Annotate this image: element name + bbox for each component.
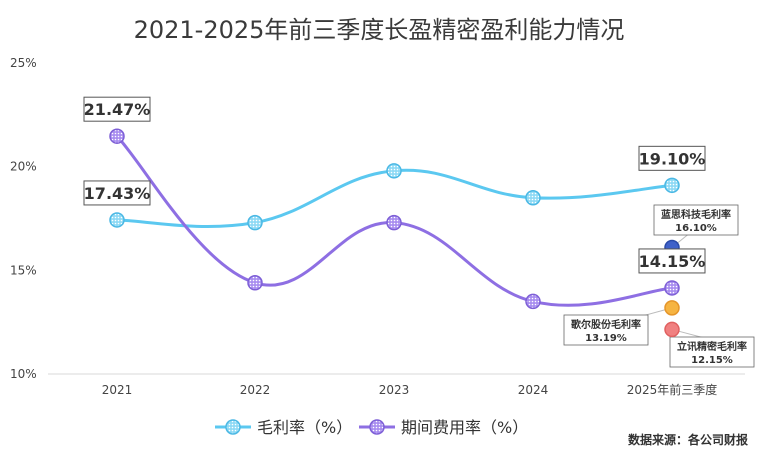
data-label: 21.47%: [84, 100, 151, 119]
data-point: [664, 280, 680, 296]
data-label-box: [83, 180, 151, 206]
y-tick-label: 10%: [10, 367, 37, 381]
peer-label-box: [653, 204, 739, 236]
legend-marker: [369, 419, 385, 435]
x-tick-label: 2025年前三季度: [627, 382, 718, 397]
data-point: [109, 128, 125, 144]
data-point: [386, 214, 402, 231]
x-tick-label: 2021: [102, 383, 133, 397]
data-label-box: [638, 248, 706, 274]
data-label-box: [638, 145, 706, 171]
data-point: [525, 293, 541, 310]
data-point: [109, 212, 125, 228]
x-tick-label: 2022: [240, 383, 271, 397]
data-point: [247, 214, 263, 231]
y-tick-label: 20%: [10, 160, 37, 174]
data-label: 17.43%: [84, 184, 151, 203]
data-label: 14.15%: [639, 252, 706, 271]
y-tick-label: 25%: [10, 56, 37, 70]
peer-label-name: 蓝思科技毛利率: [661, 208, 731, 221]
data-point: [664, 177, 680, 194]
data-labels: 17.43% 19.10% 21.47% 14.15%: [83, 96, 706, 274]
x-tick-label: 2024: [518, 383, 549, 397]
chart-title: 2021-2025年前三季度长盈精密盈利能力情况: [134, 16, 625, 44]
data-label-box: [83, 96, 151, 122]
legend-label: 期间费用率（%）: [401, 418, 528, 437]
peer-label-value: 13.19%: [585, 333, 627, 344]
peer-label-value: 16.10%: [675, 223, 717, 234]
data-point: [386, 163, 402, 179]
legend-label: 毛利率（%）: [257, 418, 352, 437]
data-label: 19.10%: [639, 149, 706, 168]
peer-label-value: 12.15%: [691, 355, 733, 366]
x-axis: 2021 2022 2023 2024 2025年前三季度: [48, 373, 745, 397]
peer-marker: [664, 300, 680, 316]
peer-label-box: [563, 314, 649, 346]
legend-marker: [225, 419, 241, 435]
legend: 毛利率（%） 期间费用率（%）: [215, 418, 528, 437]
series-points: [109, 128, 680, 338]
y-axis: 25% 20% 15% 10%: [10, 56, 37, 381]
y-tick-label: 15%: [10, 263, 37, 277]
x-tick-label: 2023: [379, 383, 410, 397]
peer-markers: 蓝思科技毛利率 16.10% 歌尔股份毛利率 13.19% 立讯精密毛利率 12.15%: [563, 204, 755, 368]
peer-marker: [664, 321, 680, 338]
peer-label-name: 歌尔股份毛利率: [571, 318, 641, 331]
peer-label-box: [669, 336, 755, 368]
data-point: [247, 275, 263, 291]
data-point: [525, 190, 541, 206]
source-note: 数据来源：各公司财报: [628, 432, 748, 447]
peer-label-name: 立讯精密毛利率: [677, 340, 747, 353]
